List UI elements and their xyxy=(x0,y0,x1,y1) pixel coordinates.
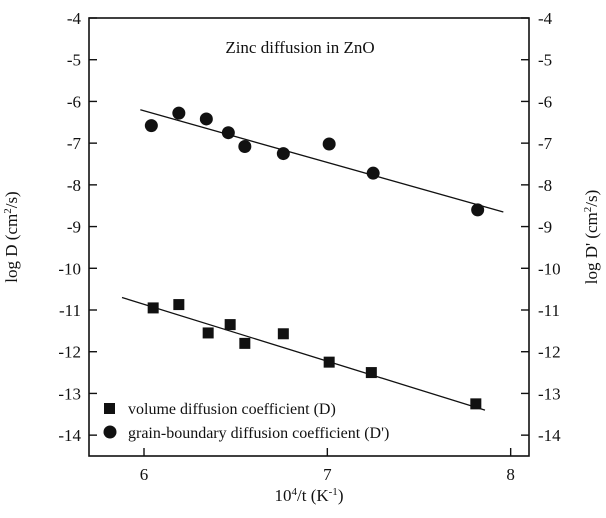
grain-boundary-data-point xyxy=(144,119,158,133)
y-tick-label-left: -10 xyxy=(58,259,81,278)
y-tick-label-right: -14 xyxy=(538,426,561,445)
volume-fit-line xyxy=(121,296,486,411)
y-axis-label-right: log D' (cm2/s) xyxy=(582,190,601,285)
y-axis-label-left: log D (cm2/s) xyxy=(2,191,21,282)
y-tick-label-right: -7 xyxy=(538,134,553,153)
y-axis-ticks: -4 -4 -5 -5 -6 -6 -7 -7 -8 -8 -9 -9 -10 -10 -11 -11 -12 -… xyxy=(58,9,561,445)
grain-boundary-data-point xyxy=(221,126,235,140)
grain-boundary-data-point xyxy=(172,106,186,120)
y-tick-label-right: -13 xyxy=(538,384,561,403)
data-points xyxy=(144,106,485,410)
y-tick-label-left: -14 xyxy=(58,426,81,445)
volume-data-point xyxy=(323,356,335,368)
legend-label-volume: volume diffusion coefficient (D) xyxy=(128,401,336,418)
grain-boundary-data-point xyxy=(471,203,485,217)
x-tick-label: 8 xyxy=(506,465,515,484)
y-tick-label-left: -7 xyxy=(67,134,82,153)
y-tick-label-right: -4 xyxy=(538,9,553,28)
y-tick-label-right: -9 xyxy=(538,218,552,237)
grain-boundary-data-point xyxy=(366,166,380,180)
volume-data-point xyxy=(173,299,185,311)
y-tick-label-right: -11 xyxy=(538,301,560,320)
y-tick-label-left: -5 xyxy=(67,51,81,70)
y-tick-label-left: -12 xyxy=(58,343,81,362)
x-tick-label: 6 xyxy=(140,465,149,484)
y-tick-label-right: -6 xyxy=(538,92,552,111)
volume-data-point xyxy=(202,327,214,339)
volume-data-point xyxy=(470,398,482,410)
plot-frame xyxy=(88,17,530,457)
fit-lines xyxy=(121,109,504,411)
y-tick-label-left: -4 xyxy=(67,9,82,28)
y-tick-label-right: -8 xyxy=(538,176,552,195)
y-tick-label-left: -13 xyxy=(58,384,81,403)
volume-data-point xyxy=(147,302,159,314)
y-tick-label-right: -10 xyxy=(538,259,561,278)
legend-label-grain-boundary: grain-boundary diffusion coefficient (D'… xyxy=(128,425,389,442)
volume-data-point xyxy=(224,319,236,331)
y-tick-label-left: -9 xyxy=(67,218,81,237)
y-tick-label-left: -8 xyxy=(67,176,81,195)
grain-boundary-data-point xyxy=(238,139,252,153)
grain-boundary-data-point xyxy=(322,137,336,151)
chart-title: Zinc diffusion in ZnO xyxy=(225,38,374,57)
y-tick-label-left: -6 xyxy=(67,92,81,111)
volume-data-point xyxy=(239,337,251,349)
grain-boundary-data-point xyxy=(199,112,213,126)
volume-data-point xyxy=(365,367,377,379)
legend: volume diffusion coefficient (D) grain-b… xyxy=(103,401,389,442)
grain-boundary-data-point xyxy=(276,147,290,161)
x-axis-ticks: 6 7 8 xyxy=(140,448,515,484)
y-tick-label-left: -11 xyxy=(59,301,81,320)
volume-data-point xyxy=(277,328,289,340)
x-axis-label: 104/t (K-1) xyxy=(275,486,344,505)
x-tick-label: 7 xyxy=(323,465,332,484)
y-tick-label-right: -12 xyxy=(538,343,561,362)
legend-square-marker xyxy=(104,403,115,414)
grain-boundary-fit-line xyxy=(140,109,504,213)
legend-circle-marker xyxy=(103,425,117,439)
y-tick-label-right: -5 xyxy=(538,51,552,70)
